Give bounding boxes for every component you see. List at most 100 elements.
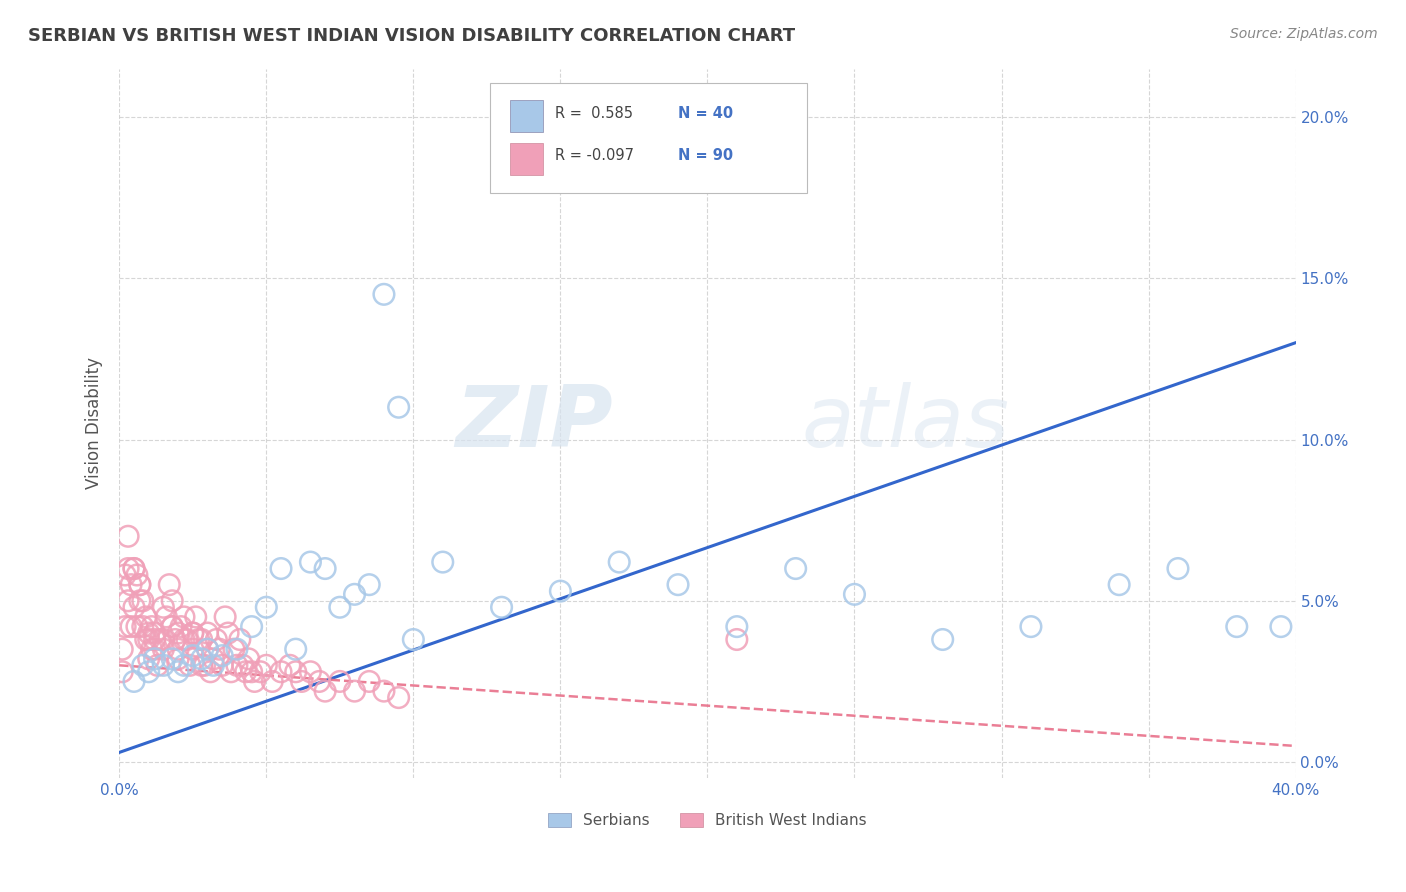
Point [284,665,307,679]
Point [262,674,284,689]
Point [211,648,233,663]
Point [291,674,314,689]
Point [138,632,160,647]
Point [211,658,233,673]
Point [254,658,277,673]
Point [132,619,155,633]
Point [184,610,207,624]
Point [190,652,212,666]
Text: N = 40: N = 40 [678,106,733,120]
Point [1019,619,1042,633]
Point [173,632,195,647]
Point [329,600,352,615]
Point [270,561,292,575]
Point [402,632,425,647]
Point [270,665,292,679]
Point [111,665,134,679]
Point [373,684,395,698]
Point [278,658,301,673]
Point [167,652,190,666]
Text: N = 90: N = 90 [678,148,733,163]
Point [299,665,322,679]
Point [208,642,231,657]
Point [149,632,172,647]
Point [181,626,204,640]
Bar [510,101,543,132]
Text: R =  0.585: R = 0.585 [554,106,633,120]
Point [359,577,381,591]
Point [132,594,155,608]
Point [122,561,145,575]
Point [550,584,572,599]
Point [725,619,748,633]
Point [152,632,174,647]
Point [725,632,748,647]
Point [157,577,180,591]
Point [167,665,190,679]
Point [214,610,236,624]
Point [181,642,204,657]
Point [143,632,166,647]
Point [152,642,174,657]
Point [1270,619,1292,633]
Point [197,642,219,657]
Point [143,652,166,666]
Point [197,626,219,640]
Point [176,632,198,647]
Point [314,684,336,698]
Point [240,619,263,633]
Point [373,287,395,301]
Text: SERBIAN VS BRITISH WEST INDIAN VISION DISABILITY CORRELATION CHART: SERBIAN VS BRITISH WEST INDIAN VISION DI… [28,27,796,45]
Point [607,555,630,569]
Point [222,642,245,657]
Point [128,594,150,608]
Point [225,658,247,673]
Point [138,652,160,666]
Point [249,665,271,679]
Point [343,684,366,698]
Point [143,642,166,657]
Point [135,610,157,624]
Bar [510,143,543,175]
Point [1108,577,1130,591]
Point [160,619,183,633]
Point [388,690,411,705]
Point [120,619,142,633]
Point [114,568,136,582]
Point [359,674,381,689]
Y-axis label: Vision Disability: Vision Disability [86,358,103,490]
Point [173,658,195,673]
Text: Source: ZipAtlas.com: Source: ZipAtlas.com [1230,27,1378,41]
Point [491,600,513,615]
Point [111,642,134,657]
Point [117,561,139,575]
Point [167,626,190,640]
Point [219,665,242,679]
Point [187,632,209,647]
Point [114,619,136,633]
Point [229,632,252,647]
Point [141,642,163,657]
Point [299,555,322,569]
Point [152,658,174,673]
Point [193,658,215,673]
Point [173,610,195,624]
Point [217,626,239,640]
Legend: Serbians, British West Indians: Serbians, British West Indians [541,807,873,834]
Point [143,626,166,640]
Point [117,529,139,543]
Point [179,658,201,673]
FancyBboxPatch shape [489,83,807,193]
Point [152,600,174,615]
Point [160,652,183,666]
Point [146,658,169,673]
Point [128,577,150,591]
Point [844,587,866,601]
Point [155,610,177,624]
Point [329,674,352,689]
Point [235,665,257,679]
Point [120,577,142,591]
Point [141,619,163,633]
Point [128,577,150,591]
Point [160,594,183,608]
